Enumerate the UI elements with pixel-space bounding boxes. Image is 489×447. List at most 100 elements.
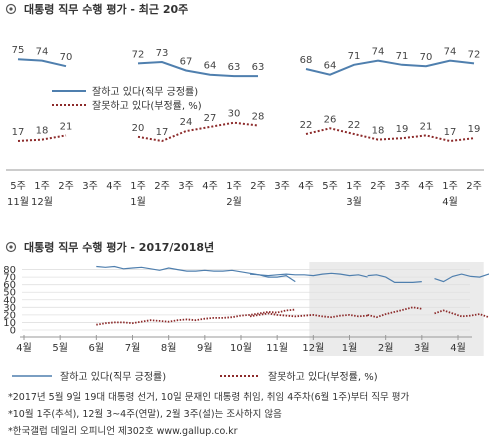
top-disapprove-data-label: 22 bbox=[348, 120, 361, 131]
top-x-tick-label: 2주 bbox=[466, 181, 482, 192]
top-approve-data-label: 72 bbox=[132, 49, 145, 60]
top-x-tick-label: 2주 bbox=[250, 181, 266, 192]
bottom-y-tick-label: 70 bbox=[3, 273, 16, 284]
bottom-y-tick-label: 40 bbox=[3, 295, 16, 306]
top-x-tick-label: 3주 bbox=[82, 181, 98, 192]
top-approve-data-label: 70 bbox=[420, 52, 433, 63]
legend-approve-label-2: 잘하고 있다(직무 긍정률) bbox=[60, 370, 166, 383]
top-x-tick-label: 4주 bbox=[202, 181, 218, 192]
bottom-x-tick-label: 7월 bbox=[125, 342, 141, 354]
circle-dot-icon-center bbox=[9, 7, 13, 11]
footnote: *한국갤럽 데일리 오피니언 제302호 www.gallup.co.kr bbox=[8, 425, 238, 437]
top-chart-legend: 잘하고 있다(직무 긍정률) 잘못하고 있다(부정률, %) bbox=[52, 85, 202, 112]
top-x-tick-label: 4주 bbox=[106, 181, 122, 192]
top-x-tick-label: 1주 bbox=[346, 181, 362, 192]
bottom-approve-line bbox=[434, 273, 489, 283]
top-approve-data-label: 64 bbox=[324, 61, 337, 72]
top-approve-data-label: 71 bbox=[348, 51, 361, 62]
top-x-tick-label: 3주 bbox=[274, 181, 290, 192]
bottom-x-tick-label: 6월 bbox=[89, 342, 105, 354]
bottom-approve-line bbox=[367, 274, 422, 283]
legend-disapprove-label-2: 잘못하고 있다(부정률, %) bbox=[268, 370, 378, 383]
bottom-y-tick-label: 0 bbox=[10, 326, 16, 337]
top-approve-data-label: 63 bbox=[228, 62, 241, 73]
top-disapprove-line bbox=[137, 121, 259, 143]
top-approve-line bbox=[137, 60, 258, 78]
bottom-chart-header: 대통령 직무 수행 평가 - 2017/2018년 bbox=[5, 240, 214, 254]
bottom-x-tick-label: 9월 bbox=[197, 342, 213, 354]
top-x-tick-label: 4주 bbox=[298, 181, 314, 192]
top-x-tick-label: 2주 bbox=[370, 181, 386, 192]
bottom-disapprove-line bbox=[367, 306, 422, 319]
top-x-tick-label: 3주 bbox=[178, 181, 194, 192]
top-approve-data-label: 67 bbox=[180, 56, 193, 67]
circle-dot-icon bbox=[5, 3, 17, 15]
top-x-tick-label: 5주 bbox=[10, 181, 26, 192]
top-x-tick-label: 4주 bbox=[418, 181, 434, 192]
bottom-y-tick-label: 50 bbox=[3, 288, 16, 299]
top-disapprove-data-label: 27 bbox=[204, 113, 217, 124]
top-x-tick-label: 3주 bbox=[394, 181, 410, 192]
bottom-x-tick-label: 11월 bbox=[266, 342, 288, 354]
footnote: *10월 1주(추석), 12월 3~4주(연말), 2월 3주(설)는 조사하… bbox=[8, 408, 282, 420]
bottom-approve-line bbox=[96, 265, 296, 283]
legend-approve-label: 잘하고 있다(직무 긍정률) bbox=[92, 85, 198, 98]
top-approve-data-label: 68 bbox=[300, 55, 313, 66]
top-disapprove-line bbox=[17, 134, 67, 142]
circle-dot-icon-center bbox=[9, 245, 13, 249]
bottom-x-tick-label: 4월 bbox=[450, 342, 466, 354]
top-approve-data-label: 72 bbox=[468, 49, 481, 60]
bottom-chart-legend: 잘하고 있다(직무 긍정률) 잘못하고 있다(부정률, %) bbox=[12, 370, 378, 383]
bottom-x-tick-label: 3월 bbox=[414, 342, 430, 354]
bottom-y-tick-label: 10 bbox=[3, 318, 16, 329]
top-chart-header: 대통령 직무 수행 평가 - 최근 20주 bbox=[5, 2, 188, 16]
top-x-month-label: 11월 bbox=[7, 196, 29, 208]
bottom-x-tick-label: 2월 bbox=[378, 342, 394, 354]
bottom-approve-line bbox=[249, 272, 368, 278]
top-disapprove-data-label: 20 bbox=[132, 123, 145, 134]
top-x-month-label: 3월 bbox=[346, 196, 362, 208]
top-disapprove-data-label: 18 bbox=[372, 126, 385, 137]
top-disapprove-data-label: 17 bbox=[444, 127, 457, 138]
top-x-month-label: 4월 bbox=[442, 196, 458, 208]
top-disapprove-data-label: 30 bbox=[228, 109, 241, 120]
top-disapprove-data-label: 19 bbox=[468, 124, 481, 135]
top-disapprove-data-label: 24 bbox=[180, 117, 193, 128]
top-x-tick-label: 1주 bbox=[442, 181, 458, 192]
legend-disapprove-label: 잘못하고 있다(부정률, %) bbox=[92, 99, 202, 112]
bottom-chart-title: 대통령 직무 수행 평가 - 2017/2018년 bbox=[24, 240, 214, 254]
top-approve-data-label: 73 bbox=[156, 48, 169, 59]
top-approve-data-label: 70 bbox=[60, 52, 73, 63]
top-disapprove-data-label: 21 bbox=[420, 121, 433, 132]
top-disapprove-data-label: 18 bbox=[36, 126, 49, 137]
top-chart-title: 대통령 직무 수행 평가 - 최근 20주 bbox=[24, 2, 188, 16]
top-x-month-label: 12월 bbox=[31, 196, 53, 208]
top-x-month-label: 1월 bbox=[130, 196, 146, 208]
top-approve-data-label: 74 bbox=[36, 47, 49, 58]
bottom-y-tick-label: 80 bbox=[3, 265, 16, 276]
top-x-tick-label: 1주 bbox=[130, 181, 146, 192]
bottom-x-tick-label: 4월 bbox=[16, 342, 32, 354]
top-x-tick-label: 2주 bbox=[58, 181, 74, 192]
top-approve-data-label: 74 bbox=[444, 47, 457, 58]
top-chart: 75 74 70 72 73 67 64 63 63 68 64 71 74 71 70 74 72 17 18 21… bbox=[6, 45, 484, 208]
footnotes: *2017년 5월 9일 19대 대통령 선거, 10일 문재인 대통령 취임,… bbox=[8, 391, 410, 437]
bottom-x-tick-label: 10월 bbox=[230, 342, 252, 354]
bottom-x-tick-label: 12월 bbox=[302, 342, 324, 354]
top-approve-line bbox=[17, 58, 67, 68]
top-x-tick-label: 1주 bbox=[34, 181, 50, 192]
bottom-disapprove-line bbox=[434, 309, 489, 319]
top-disapprove-data-label: 17 bbox=[156, 127, 169, 138]
top-x-month-label: 2월 bbox=[226, 196, 242, 208]
top-disapprove-data-label: 26 bbox=[324, 114, 337, 125]
top-disapprove-line bbox=[305, 127, 475, 143]
top-approve-line bbox=[305, 59, 475, 76]
top-disapprove-data-label: 28 bbox=[252, 111, 265, 122]
bottom-disapprove-line bbox=[96, 308, 296, 326]
top-x-tick-label: 5주 bbox=[322, 181, 338, 192]
top-x-tick-label: 1주 bbox=[226, 181, 242, 192]
top-approve-data-label: 74 bbox=[372, 47, 385, 58]
top-approve-data-label: 75 bbox=[12, 45, 25, 56]
